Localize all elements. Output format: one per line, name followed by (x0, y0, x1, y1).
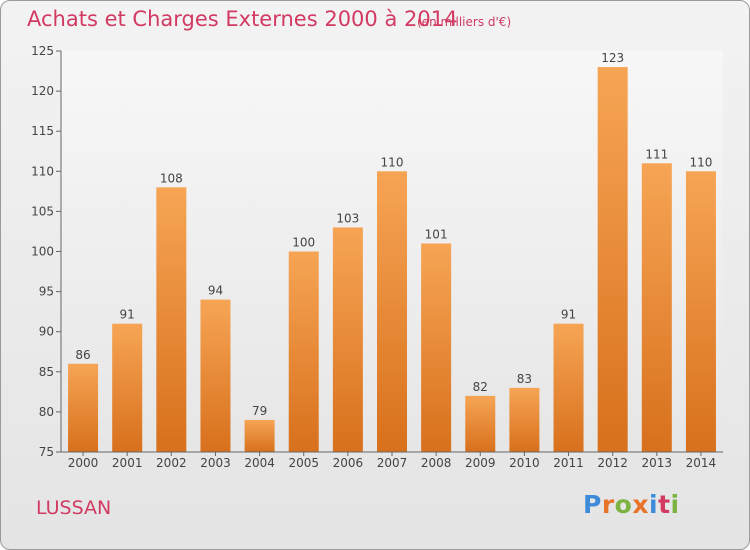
data-label: 111 (645, 147, 668, 161)
bar (68, 363, 99, 452)
data-label: 83 (517, 372, 532, 386)
bar (465, 395, 496, 452)
x-tick-label: 2000 (68, 456, 99, 470)
data-label: 91 (561, 308, 576, 322)
commune-name: LUSSAN (36, 497, 112, 519)
bar (156, 187, 187, 452)
x-tick-label: 2010 (509, 456, 540, 470)
x-tick-label: 2005 (288, 456, 319, 470)
x-tick-label: 2002 (156, 456, 187, 470)
data-label: 123 (601, 51, 624, 65)
x-tick-label: 2008 (421, 456, 452, 470)
data-label: 110 (689, 155, 712, 169)
bar (421, 243, 452, 452)
bar (553, 323, 584, 452)
y-tick-label: 125 (31, 44, 54, 58)
logo-letter: r (601, 490, 615, 519)
bar (597, 67, 628, 452)
y-tick-label: 75 (39, 445, 54, 459)
data-label: 101 (425, 227, 448, 241)
logo-letter: i (670, 490, 680, 519)
bar (685, 171, 716, 453)
bar (244, 419, 275, 452)
data-label: 86 (75, 348, 90, 362)
data-label: 94 (208, 284, 223, 298)
bar (288, 251, 319, 452)
data-label: 82 (473, 380, 488, 394)
logo-letter: o (614, 490, 633, 519)
y-tick-label: 90 (39, 325, 54, 339)
data-label: 91 (120, 308, 135, 322)
data-label: 103 (336, 211, 359, 225)
y-tick-label: 80 (39, 405, 54, 419)
bar (112, 323, 143, 452)
logo-letter: t (658, 490, 671, 519)
data-label: 100 (292, 236, 315, 250)
x-tick-label: 2007 (377, 456, 408, 470)
x-tick-label: 2003 (200, 456, 231, 470)
chart-subtitle: (en milliers d'€) (417, 15, 512, 29)
bar (509, 387, 540, 452)
chart-title: Achats et Charges Externes 2000 à 2014 (27, 7, 458, 31)
bar (200, 299, 231, 452)
bar (332, 227, 363, 452)
y-tick-label: 95 (39, 285, 54, 299)
y-tick-label: 115 (31, 124, 54, 138)
y-tick-label: 105 (31, 204, 54, 218)
x-tick-label: 2011 (553, 456, 584, 470)
y-tick-label: 120 (31, 84, 54, 98)
x-tick-label: 2014 (686, 456, 717, 470)
data-label: 108 (160, 171, 183, 185)
logo-letter: i (649, 490, 659, 519)
data-label: 79 (252, 404, 267, 418)
logo-letter: P (583, 490, 602, 519)
proxiti-logo[interactable]: Proxiti (583, 490, 680, 519)
bar (641, 163, 672, 452)
data-label: 110 (381, 155, 404, 169)
x-tick-label: 2004 (244, 456, 275, 470)
x-tick-label: 2001 (112, 456, 143, 470)
x-tick-label: 2012 (597, 456, 628, 470)
y-tick-label: 100 (31, 245, 54, 259)
y-tick-label: 85 (39, 365, 54, 379)
bar (377, 171, 407, 453)
y-tick-label: 110 (31, 164, 54, 178)
x-tick-label: 2009 (465, 456, 496, 470)
logo-letter: x (632, 490, 649, 519)
x-tick-label: 2006 (333, 456, 364, 470)
x-tick-label: 2013 (642, 456, 673, 470)
